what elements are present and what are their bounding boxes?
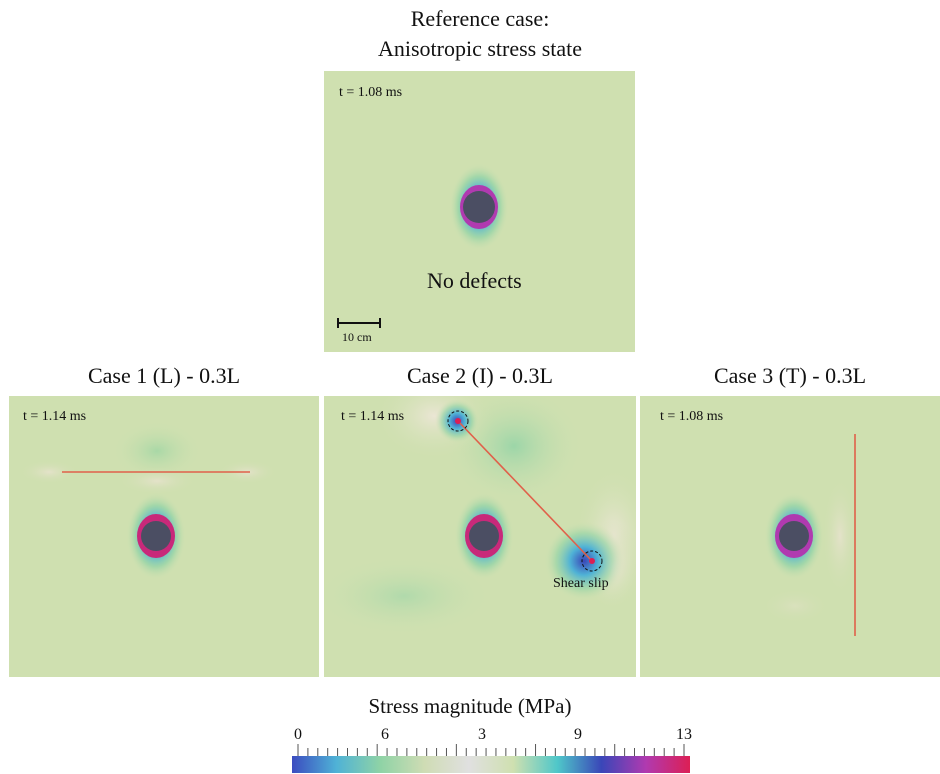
reference-panel: t = 1.08 ms No defects 10 cm xyxy=(324,71,635,352)
reference-title-line2: Anisotropic stress state xyxy=(377,36,583,61)
shear-slip-label: Shear slip xyxy=(553,576,609,591)
colorbar-gradient xyxy=(292,756,690,773)
no-defects-label: No defects xyxy=(427,268,522,293)
reference-stress-field xyxy=(324,71,635,352)
case1-title: Case 1 (L) - 0.3L xyxy=(87,363,241,388)
reference-time-label: t = 1.08 ms xyxy=(339,85,403,100)
cavity xyxy=(779,521,809,551)
case1-stress-field xyxy=(9,396,319,677)
case3-title: Case 3 (T) - 0.3L xyxy=(713,363,867,388)
cavity xyxy=(141,521,171,551)
case3-panel: t = 1.08 ms xyxy=(640,396,940,677)
colorbar-tick-label: 13 xyxy=(676,726,692,743)
scale-bar-label: 10 cm xyxy=(342,330,372,344)
colorbar-tick-label: 6 xyxy=(381,726,389,743)
case2-stress-field xyxy=(324,396,636,677)
case1-time-label: t = 1.14 ms xyxy=(23,409,87,424)
colorbar-tick-label: 9 xyxy=(574,726,582,743)
cavity xyxy=(463,191,495,223)
colorbar-tick-label: 0 xyxy=(294,726,302,743)
slip-marker-lower xyxy=(581,550,603,572)
case3-time-label: t = 1.08 ms xyxy=(660,409,724,424)
colorbar-title: Stress magnitude (MPa) xyxy=(368,694,572,718)
crack-line xyxy=(457,420,593,562)
colorbar xyxy=(292,744,690,773)
case2-panel: t = 1.14 ms Shear slip xyxy=(324,396,636,677)
case3-stress-field xyxy=(640,396,940,677)
cavity xyxy=(469,521,499,551)
case2-title: Case 2 (I) - 0.3L xyxy=(406,363,553,388)
case2-time-label: t = 1.14 ms xyxy=(341,409,405,424)
colorbar-tick-label: 3 xyxy=(478,726,486,743)
reference-title-line1: Reference case: xyxy=(410,6,550,31)
slip-marker-upper xyxy=(447,410,469,432)
case1-panel: t = 1.14 ms xyxy=(9,396,319,677)
colorbar-ticks xyxy=(297,744,685,756)
